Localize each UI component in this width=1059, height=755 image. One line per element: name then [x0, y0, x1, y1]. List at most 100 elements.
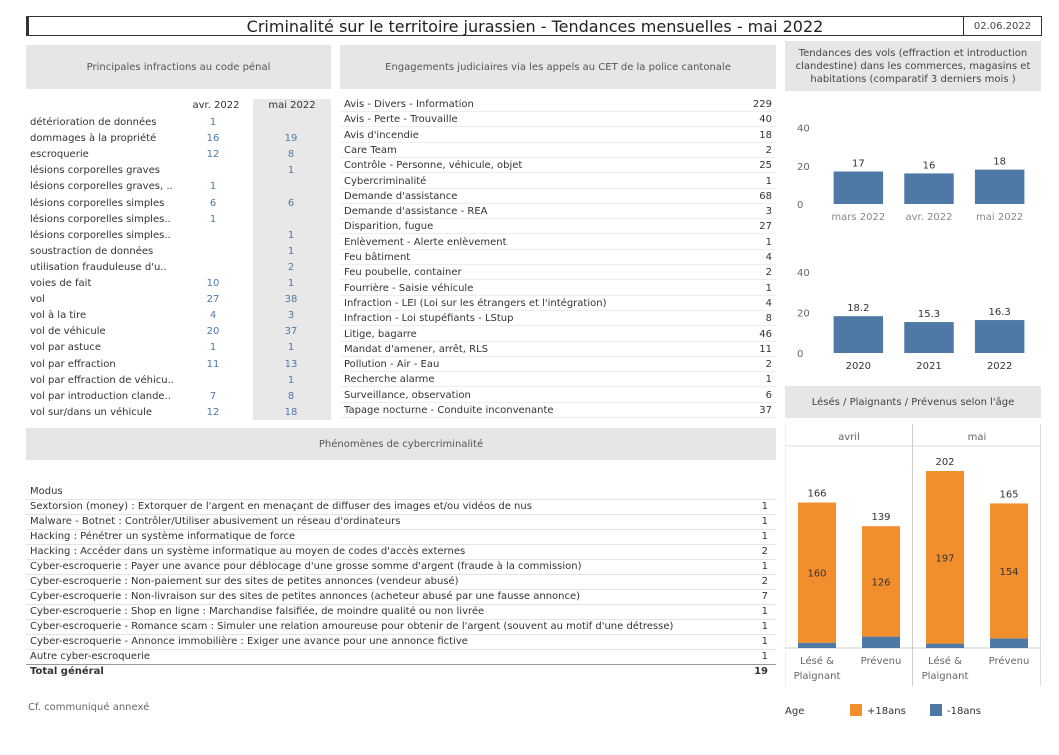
- y-tick-label: 0: [797, 349, 803, 360]
- infraction-may-value: [256, 115, 326, 130]
- engagement-value: 1: [765, 236, 772, 248]
- cyber-modus-item: Cyber-escroquerie - Romance scam : Simul…: [30, 621, 674, 632]
- cyber-row-divider: [26, 514, 776, 515]
- infraction-may-value: 2: [287, 261, 295, 273]
- x-tick-label: mars 2022: [831, 212, 885, 223]
- infraction-april-value: [180, 260, 246, 275]
- infractions-col-april: avr. 2022: [192, 100, 240, 111]
- infraction-april-value: 6: [209, 197, 217, 209]
- bar-minor-segment: [990, 638, 1028, 648]
- infraction-label: vol par effraction: [30, 358, 116, 370]
- cyber-modus-value: 7: [761, 591, 768, 602]
- bar-value-label: 15.3: [918, 309, 940, 320]
- engagement-value: 18: [759, 129, 772, 141]
- cyber-row-divider: [26, 664, 776, 665]
- bar: [974, 320, 1025, 353]
- bar-value-label: 16.3: [989, 307, 1011, 318]
- infraction-may-value: 18: [284, 406, 298, 418]
- cyber-modus-item: Hacking : Pénétrer un système informatiq…: [30, 531, 296, 542]
- engagement-value: 1: [765, 175, 772, 187]
- infraction-label: vol: [30, 294, 45, 306]
- infraction-may-value: 1: [287, 245, 295, 257]
- engagement-value: 27: [759, 221, 772, 233]
- cyber-modus-item: Sextorsion (money) : Extorquer de l'arge…: [30, 501, 532, 512]
- engagement-label: Contrôle - Personne, véhicule, objet: [344, 160, 523, 172]
- infraction-april-value: 1: [209, 213, 217, 225]
- y-tick-label: 20: [797, 162, 810, 173]
- x-tick-label: mai 2022: [976, 212, 1023, 223]
- engagement-label: Avis d'incendie: [344, 129, 419, 141]
- engagement-row-divider: [340, 126, 776, 128]
- engagement-label: Infraction - Loi stupéfiants - LStup: [344, 313, 514, 325]
- engagement-row-divider: [340, 111, 776, 112]
- infraction-may-value: 19: [284, 133, 298, 145]
- bar-total-label: 166: [807, 489, 826, 500]
- y-tick-label: 0: [797, 200, 803, 211]
- infraction-april-value: 7: [209, 390, 217, 402]
- engagements-header: Engagements judiciaires via les appels a…: [340, 45, 776, 89]
- bar-minor-segment: [926, 643, 964, 648]
- cyber-row-divider: [26, 574, 776, 575]
- x-tick-label: Lésé &: [800, 655, 834, 667]
- bar-adult-segment: [798, 502, 836, 643]
- infraction-april-value: [180, 228, 246, 243]
- legend-label-adult: +18ans: [867, 706, 906, 717]
- infraction-april-value: 1: [209, 117, 217, 128]
- cyber-modus-value: 1: [761, 501, 768, 512]
- infraction-label: soustraction de données: [30, 245, 154, 257]
- engagement-row-divider: [340, 202, 776, 204]
- engagement-row-divider: [340, 386, 776, 388]
- cyber-row-divider: [26, 634, 776, 635]
- engagement-row-divider: [340, 401, 776, 403]
- infraction-label: lésions corporelles simples..: [30, 229, 171, 241]
- infraction-may-value: 1: [287, 374, 295, 386]
- infractions-col-may: mai 2022: [268, 100, 316, 111]
- infraction-label: dommages à la propriété: [30, 133, 157, 145]
- cyber-modus-item: Malware - Botnet : Contrôler/Utiliser ab…: [30, 516, 401, 527]
- infraction-label: lésions corporelles simples..: [30, 213, 171, 225]
- cyber-modus-value: 1: [761, 651, 768, 662]
- legend-swatch-minor: [930, 704, 942, 716]
- bar-value-label: 16: [923, 160, 936, 171]
- bar: [833, 316, 884, 353]
- legend-swatch-adult: [850, 704, 862, 716]
- bar-inner-label: 160: [807, 569, 826, 580]
- page-title-text: Criminalité sur le territoire jurassien …: [246, 16, 824, 36]
- engagement-row-divider: [340, 279, 776, 281]
- cyber-modus-value: 1: [761, 531, 768, 542]
- bar-adult-segment: [926, 471, 964, 644]
- engagement-value: 2: [765, 359, 772, 371]
- infraction-may-value: 8: [287, 149, 295, 161]
- infraction-april-value: 1: [209, 342, 217, 354]
- bar: [974, 169, 1025, 204]
- cyber-modus-value: 2: [761, 546, 768, 557]
- engagement-label: Demande d'assistance: [344, 190, 458, 202]
- infraction-april-value: 12: [206, 149, 220, 161]
- infraction-label: vol à la tire: [30, 310, 87, 322]
- engagement-row-divider: [340, 417, 776, 418]
- bar-adult-segment: [990, 503, 1028, 639]
- engagement-value: 2: [765, 267, 772, 279]
- infraction-label: voies de fait: [30, 278, 92, 289]
- age-stacked-chart: avril mai 166 160 Lésé & Plaignant 139 126 Préve…: [785, 424, 1041, 686]
- cyber-modus-item: Cyber-escroquerie - Annonce immobilière …: [30, 636, 468, 647]
- infraction-april-value: 4: [209, 310, 217, 322]
- engagement-label: Tapage nocturne - Conduite inconvenante: [344, 405, 554, 416]
- x-tick-label: 2022: [987, 361, 1012, 372]
- bar-inner-label: 154: [999, 567, 1018, 578]
- infraction-label: vol sur/dans un véhicule: [30, 406, 153, 418]
- bar-inner-label: 126: [871, 577, 890, 588]
- infraction-april-value: 20: [206, 326, 220, 338]
- infraction-april-value: 1: [209, 181, 217, 193]
- engagement-row-divider: [340, 355, 776, 357]
- thefts-monthly-chart: 0 20 40 17 mars 2022 16 avr. 2022 18 mai 2022: [797, 124, 1025, 223]
- engagement-row-divider: [340, 156, 776, 158]
- bar-total-label: 202: [935, 457, 954, 468]
- x-tick-label: Prévenu: [989, 655, 1030, 667]
- bar-value-label: 18: [993, 157, 1006, 168]
- engagement-value: 4: [765, 297, 772, 309]
- infraction-may-value: 1: [287, 229, 295, 241]
- infraction-may-value: 3: [287, 310, 295, 322]
- infraction-may-value: [256, 179, 326, 194]
- engagement-row-divider: [340, 233, 776, 235]
